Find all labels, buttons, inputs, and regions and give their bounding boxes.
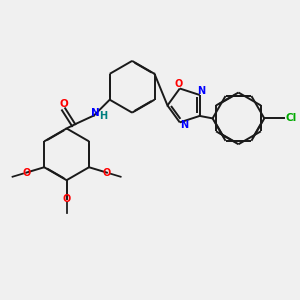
Text: O: O [103, 168, 111, 178]
Text: O: O [62, 194, 71, 204]
Text: Cl: Cl [286, 113, 297, 123]
Text: O: O [59, 99, 68, 109]
Text: O: O [174, 79, 182, 89]
Text: N: N [197, 86, 205, 96]
Text: O: O [22, 168, 30, 178]
Text: N: N [180, 120, 188, 130]
Text: N: N [91, 108, 100, 118]
Text: H: H [99, 110, 107, 121]
